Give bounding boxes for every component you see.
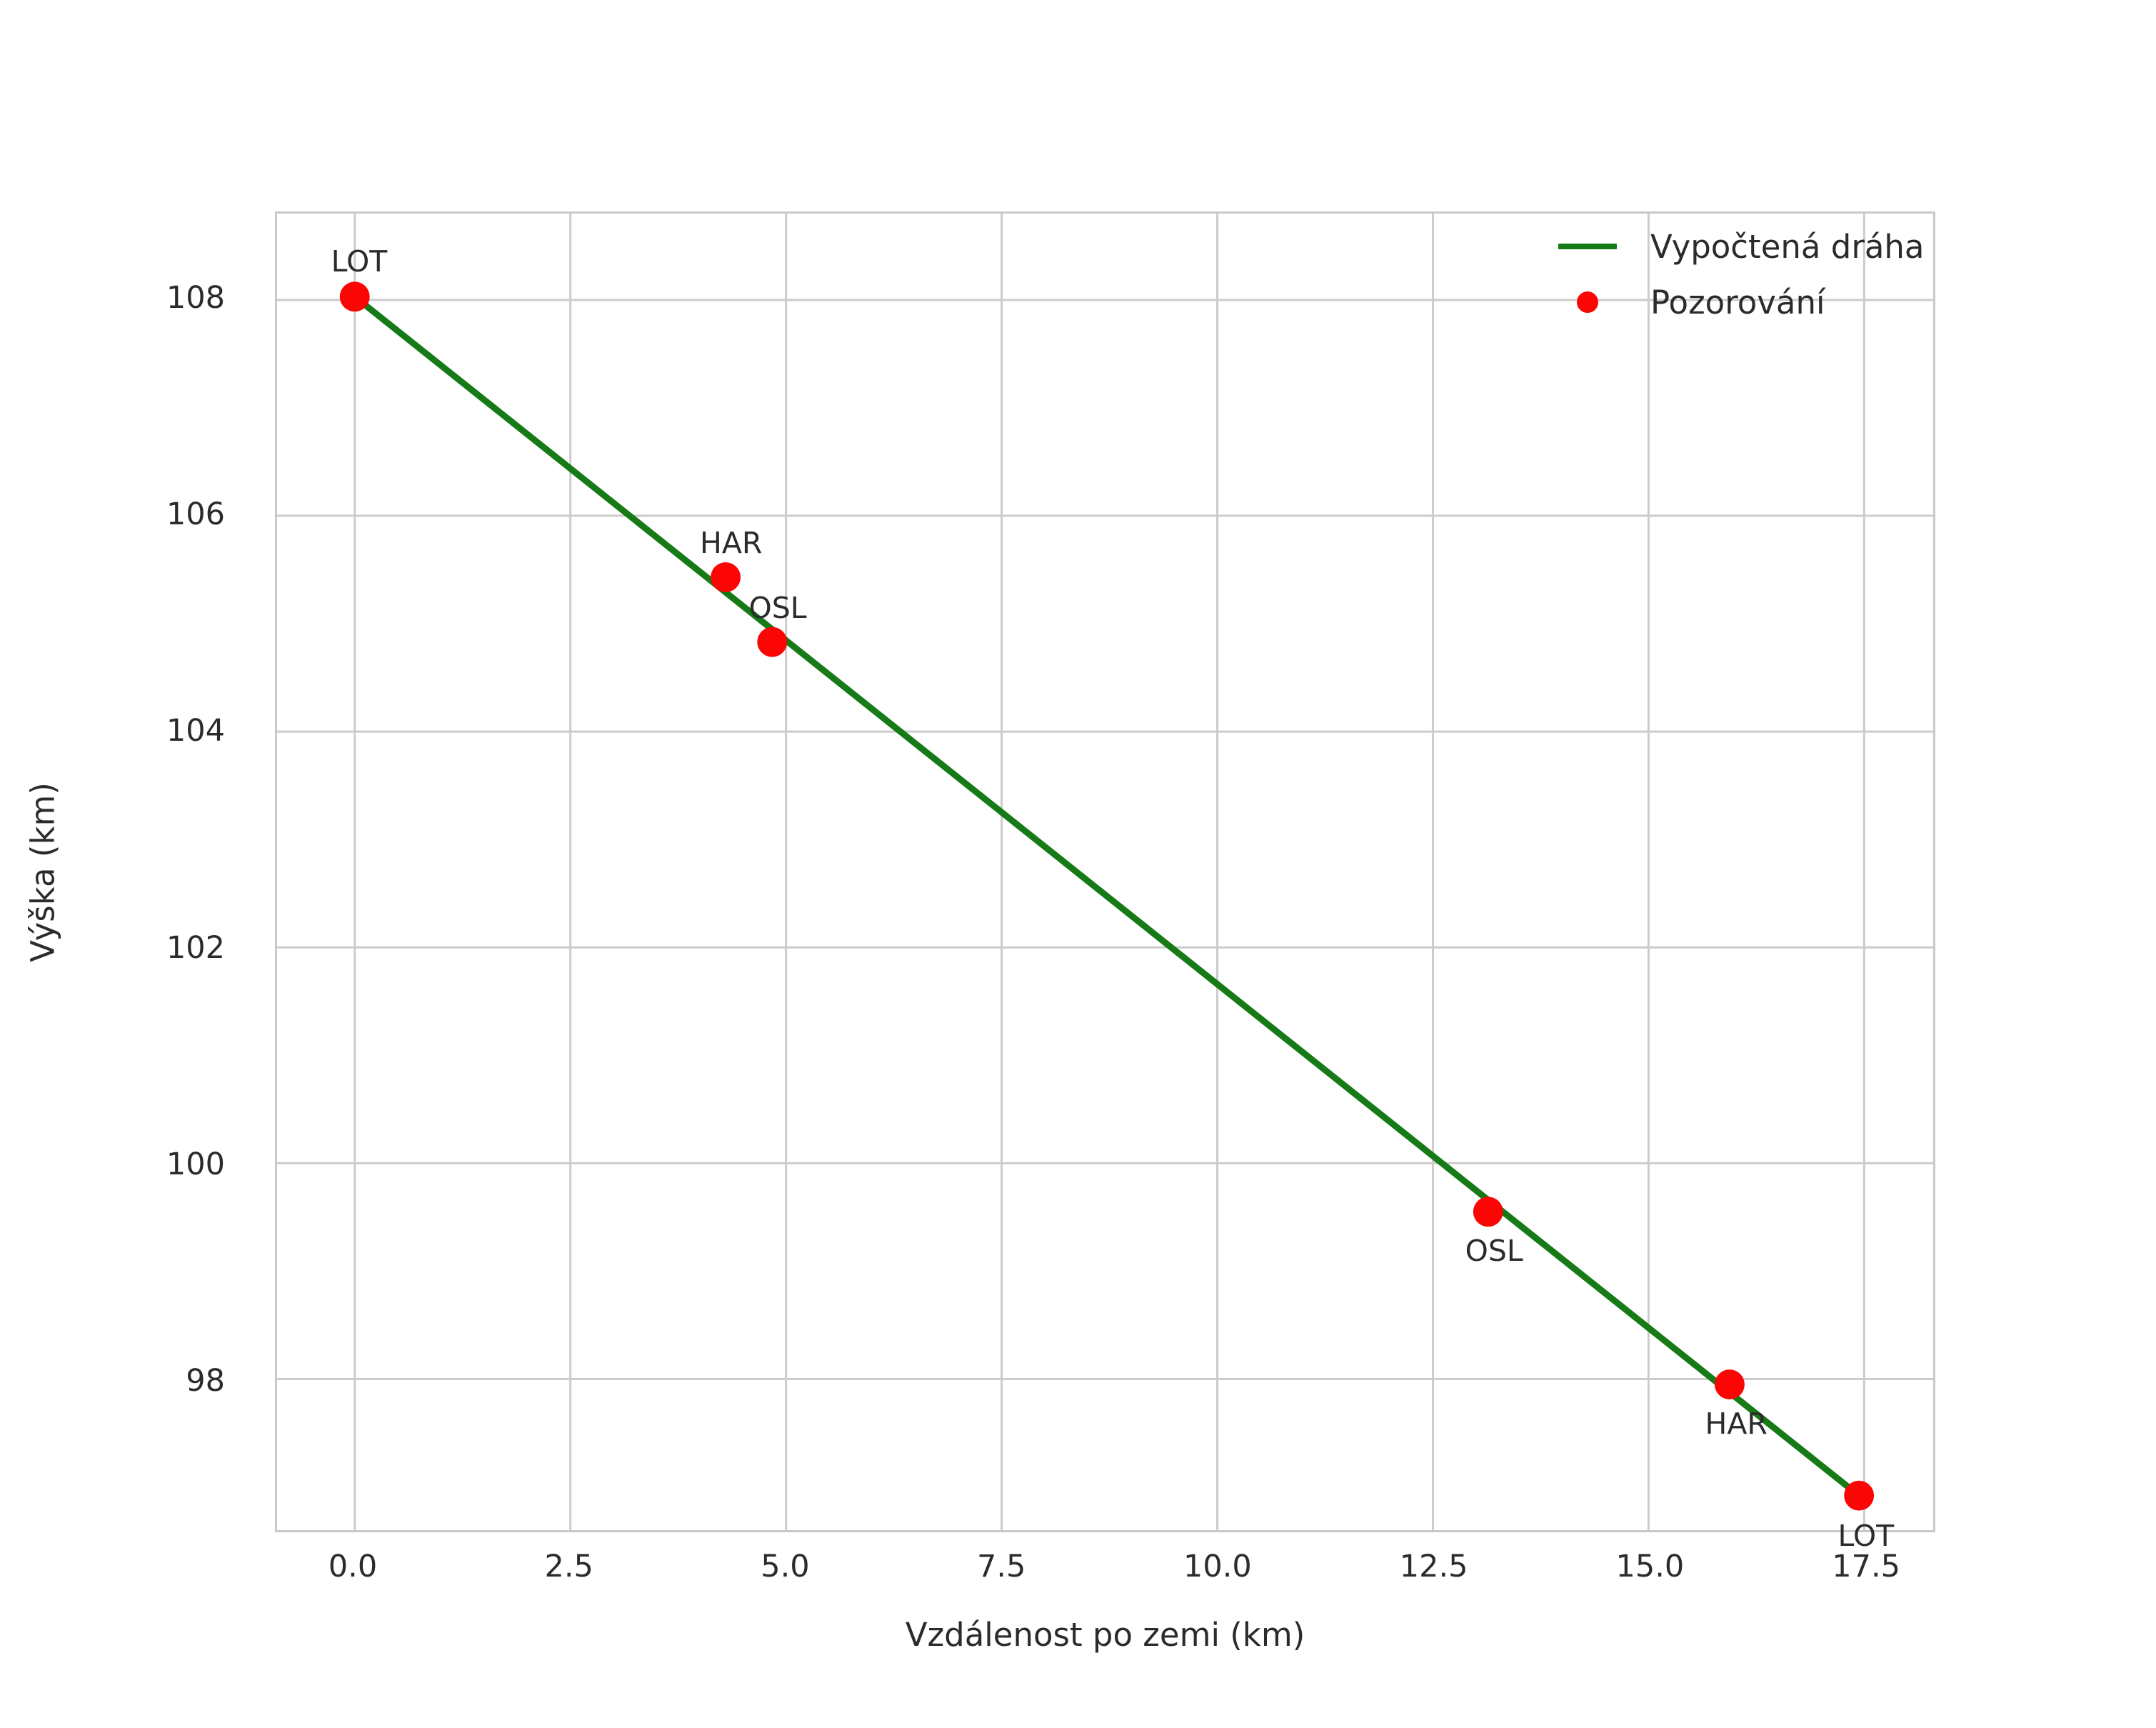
x-tick-label: 12.5 [1399,1549,1468,1584]
y-tick-label: 108 [166,280,225,316]
legend-marker-swatch [1549,291,1626,313]
observation-marker [339,281,370,312]
point-label-lot: LOT [1837,1518,1895,1553]
x-tick-label: 5.0 [761,1549,810,1584]
x-axis-tick-labels: 0.0 2.5 5.0 7.5 10.0 12.5 15.0 17.5 [275,1549,1935,1592]
observation-marker [1844,1480,1875,1511]
x-tick-label: 2.5 [544,1549,593,1584]
y-tick-label: 106 [166,496,225,533]
observation-marker [1715,1369,1745,1399]
line-glyph-icon [1558,244,1617,249]
y-tick-label: 102 [166,929,225,966]
y-tick-label: 104 [166,713,225,749]
observation-marker [1473,1197,1503,1227]
legend-item-scatter: Pozorování [1549,282,1925,322]
plot-area: LOT HAR OSL OSL HAR LOT Vypočtená dráha Pozor… [275,211,1935,1553]
observation-marker [757,626,788,657]
x-tick-label: 15.0 [1615,1549,1685,1584]
point-label-osl: OSL [1465,1233,1523,1268]
chart-legend: Vypočtená dráha Pozorování [1549,226,1925,322]
legend-line-swatch [1549,244,1626,249]
y-tick-label: 98 [186,1362,225,1399]
observation-marker [711,562,741,593]
point-label-osl: OSL [748,590,807,625]
y-tick-label: 100 [166,1146,225,1182]
x-tick-label: 10.0 [1183,1549,1252,1584]
legend-label-scatter: Pozorování [1650,283,1825,321]
x-tick-label: 7.5 [976,1549,1026,1584]
legend-item-line: Vypočtená dráha [1549,226,1925,266]
point-label-har: HAR [700,525,763,560]
x-tick-label: 17.5 [1832,1549,1900,1584]
gridlines [277,214,1933,1530]
y-axis-tick-labels: 98 100 102 104 106 108 [0,211,246,1532]
legend-label-line: Vypočtená dráha [1650,227,1925,266]
point-label-lot: LOT [331,244,388,279]
data-series-layer [339,281,1875,1511]
point-label-har: HAR [1705,1407,1768,1442]
point-annotations-layer: LOT HAR OSL OSL HAR LOT [277,214,1933,1553]
circle-marker-icon [1577,291,1598,313]
trajectory-line [351,293,1862,1499]
x-tick-label: 0.0 [328,1549,378,1584]
x-axis-title: Vzdálenost po zemi (km) [905,1616,1305,1654]
